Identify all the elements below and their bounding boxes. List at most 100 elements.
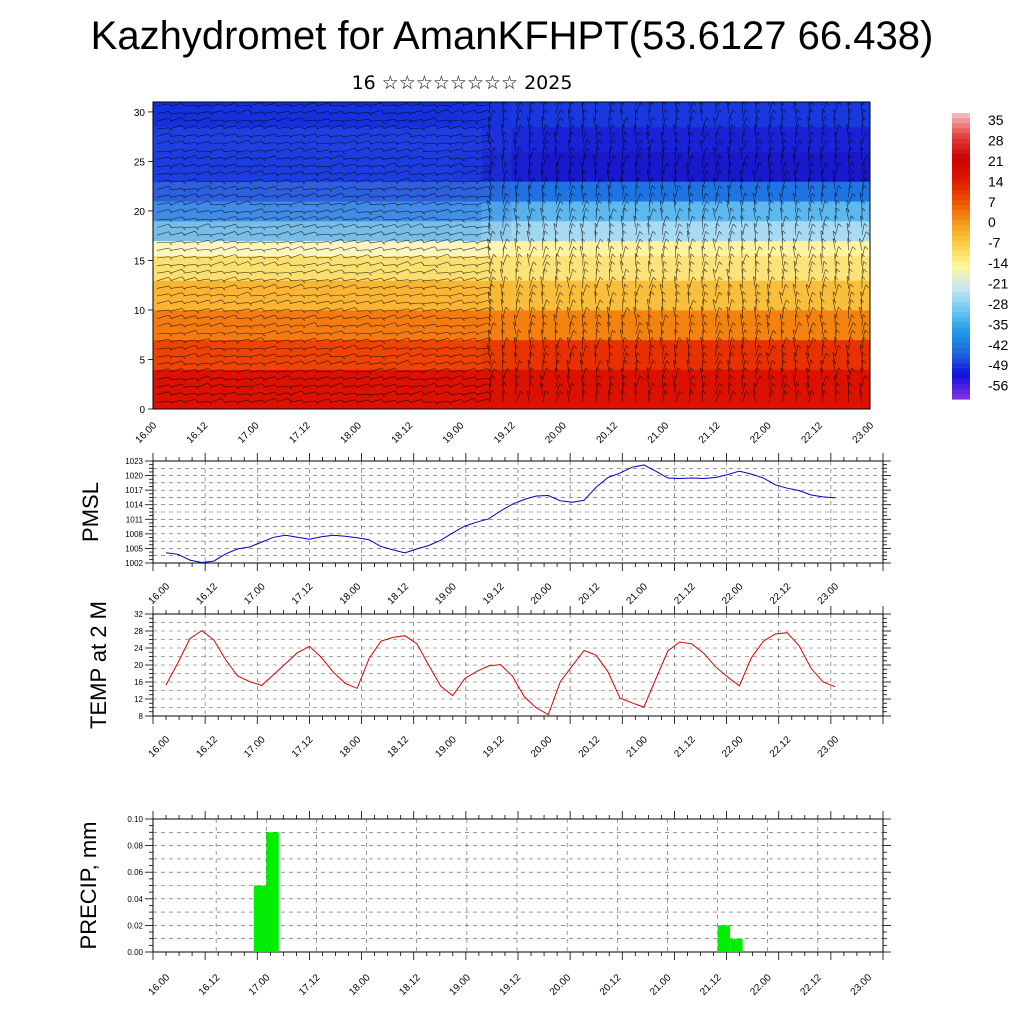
heatmap-cell	[242, 126, 274, 153]
heatmap-cell	[720, 255, 752, 281]
heatmap-y-tick-label: 20	[134, 207, 146, 218]
colorbar-swatch	[952, 266, 970, 272]
heatmap-cell	[451, 240, 483, 256]
heatmap-cell	[302, 201, 334, 222]
colorbar-label: -7	[988, 235, 1001, 251]
precip-x-tick-label: 18.00	[347, 972, 373, 998]
temp-x-tick-label: 23.00	[816, 734, 842, 760]
pmsl-x-tick-label: 17.00	[242, 581, 268, 607]
heatmap-x-tick-label: 22.12	[799, 420, 825, 446]
pmsl-x-tick-label: 18.12	[386, 581, 412, 607]
pmsl-x-tick-label: 22.12	[768, 581, 794, 607]
colorbar	[952, 113, 970, 400]
heatmap-cell	[421, 240, 453, 256]
heatmap-cell	[750, 102, 782, 128]
heatmap-cell	[153, 201, 184, 222]
heatmap-cell	[242, 102, 274, 128]
heatmap-cell	[332, 126, 364, 153]
precip-y-tick-label: 0.00	[127, 948, 143, 957]
pmsl-x-tick-label: 20.12	[577, 581, 603, 607]
wind-barbs	[156, 102, 870, 405]
pmsl-series-line	[165, 464, 836, 564]
heatmap-x-tick-label: 19.00	[441, 420, 467, 446]
pmsl-y-tick-label: 1017	[125, 486, 143, 495]
pmsl-x-tick-label: 16.00	[147, 581, 173, 607]
heatmap-cell	[840, 339, 870, 370]
heatmap-cell	[660, 220, 692, 242]
heatmap-cell	[511, 255, 543, 281]
heatmap-cell	[212, 126, 244, 153]
heatmap-cell	[392, 280, 423, 311]
heatmap-cell	[810, 102, 842, 128]
heatmap-cell	[750, 240, 782, 256]
colorbar-swatch	[952, 301, 970, 308]
heatmap-cell	[571, 240, 603, 256]
heatmap-cell	[631, 240, 662, 256]
colorbar-swatch	[952, 342, 970, 349]
heatmap-x-tick-label: 21.12	[697, 420, 723, 446]
heatmap-cell	[242, 220, 274, 242]
heatmap-cell	[451, 201, 483, 222]
heatmap-cell	[511, 220, 543, 242]
pmsl-panel	[152, 460, 884, 564]
colorbar-swatch	[952, 220, 970, 226]
heatmap-cell	[153, 280, 184, 311]
temp-x-tick-label: 16.00	[147, 734, 173, 760]
heatmap-cell	[182, 339, 214, 370]
heatmap-cell	[362, 280, 393, 311]
colorbar-swatch	[952, 179, 970, 186]
heatmap-cell	[362, 255, 393, 281]
heatmap-cell	[660, 339, 692, 370]
colorbar-swatch	[952, 312, 970, 318]
heatmap-cell	[601, 369, 632, 409]
heatmap-cell	[272, 240, 304, 256]
precip-x-tick-label: 16.00	[147, 972, 173, 998]
precip-bar	[730, 938, 743, 952]
heatmap-cell	[302, 240, 334, 256]
colorbar-swatch	[952, 337, 970, 344]
heatmap-cell	[212, 220, 244, 242]
heatmap-cell	[421, 369, 453, 409]
heatmap-cell	[660, 309, 692, 341]
colorbar-swatch	[952, 291, 970, 298]
upper-air-heatmap	[152, 101, 871, 410]
precip-x-tick-label: 19.12	[498, 972, 524, 998]
heatmap-frame	[152, 101, 871, 410]
colorbar-swatch	[952, 261, 970, 267]
heatmap-cell	[153, 255, 184, 281]
heatmap-cell	[392, 240, 423, 256]
colorbar-swatch	[952, 215, 970, 221]
heatmap-x-tick-label: 19.12	[492, 420, 518, 446]
heatmap-cell	[481, 126, 513, 153]
heatmap-cell	[302, 369, 334, 409]
heatmap-x-tick-label: 22.00	[748, 420, 774, 446]
heatmap-cell	[392, 126, 423, 153]
heatmap-cell	[660, 181, 692, 202]
precip-x-tick-label: 16.12	[197, 972, 223, 998]
colorbar-swatch	[952, 250, 970, 257]
pmsl-y-tick-label: 1008	[125, 530, 143, 539]
precip-x-tick-label: 21.00	[648, 972, 674, 998]
heatmap-cell	[571, 369, 603, 409]
precip-y-axis-label: PRECIP, mm	[76, 822, 101, 950]
pmsl-y-tick-label: 1002	[125, 559, 143, 568]
precip-x-tick-label: 20.00	[548, 972, 574, 998]
heatmap-cell	[660, 126, 692, 153]
heatmap-x-tick-label: 17.00	[236, 420, 262, 446]
colorbar-label: -56	[988, 378, 1008, 394]
heatmap-cell	[690, 201, 722, 222]
heatmap-cell	[481, 102, 513, 128]
colorbar-swatch	[952, 138, 970, 145]
heatmap-x-tick-label: 16.00	[134, 420, 160, 446]
heatmap-cell	[690, 102, 722, 128]
precip-x-tick-label: 23.00	[849, 972, 875, 998]
heatmap-cell	[631, 102, 662, 128]
heatmap-cell	[720, 102, 752, 128]
precip-x-tick-label: 22.12	[799, 972, 825, 998]
heatmap-cell	[840, 220, 870, 242]
heatmap-cell	[362, 151, 393, 182]
colorbar-label: -35	[988, 316, 1008, 332]
heatmap-cell	[153, 220, 184, 242]
heatmap-cell	[810, 151, 842, 182]
pmsl-x-tick-label: 16.12	[194, 581, 220, 607]
